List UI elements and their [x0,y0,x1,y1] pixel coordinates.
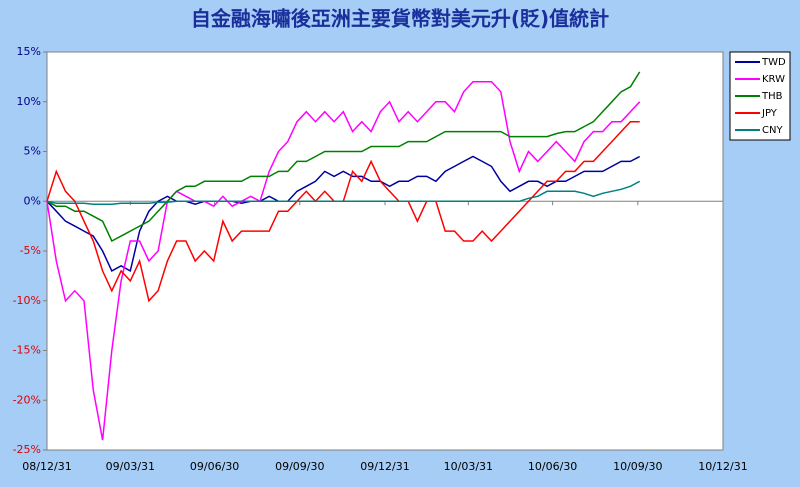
legend-label: THB [761,91,783,102]
x-tick-label: 08/12/31 [22,460,71,473]
x-tick-label: 09/03/31 [106,460,155,473]
series-line [46,71,641,243]
y-tick-label: -15% [13,344,41,357]
x-tick-label: 10/09/30 [613,460,662,473]
x-tick-label: 10/03/31 [444,460,493,473]
chart-title: 自金融海嘯後亞洲主要貨幣對美元升(貶)值統計 [191,7,609,31]
y-tick-label: -20% [13,393,41,406]
y-tick-label: 5% [24,145,41,158]
y-tick-label: 0% [24,194,41,207]
x-tick-label: 09/06/30 [190,460,239,473]
x-tick-label: 09/09/30 [275,460,324,473]
y-tick-label: -25% [13,443,41,456]
series-line [46,180,641,205]
x-tick-label: 10/12/31 [698,460,747,473]
y-tick-label: -10% [13,294,41,307]
y-tick-label: 10% [17,95,41,108]
y-tick-label: 15% [17,45,41,58]
series-line [46,81,641,441]
legend-label: TWD [761,57,786,68]
y-tick-label: -5% [20,244,41,257]
x-tick-label: 09/12/31 [360,460,409,473]
plot-area [46,51,724,451]
legend-label: JPY [761,108,778,119]
series-line [46,155,641,273]
legend-label: CNY [762,125,783,136]
legend-label: KRW [762,74,785,85]
x-tick-label: 10/06/30 [528,460,577,473]
